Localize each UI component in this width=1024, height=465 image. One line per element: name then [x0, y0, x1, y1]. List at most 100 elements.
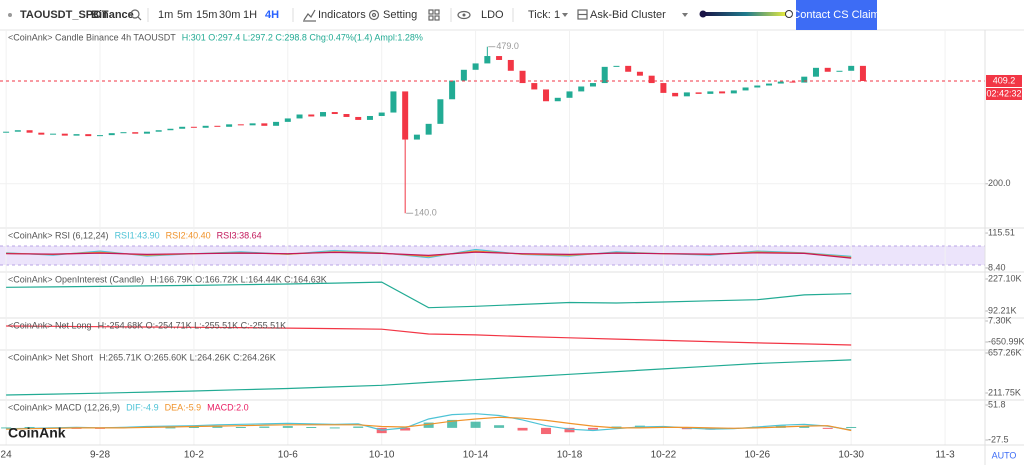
candle-body	[85, 134, 92, 137]
candle-body	[730, 90, 737, 94]
candle-body	[179, 126, 186, 129]
macd-bar	[24, 426, 35, 428]
candle-body	[460, 69, 467, 81]
dropdown-arrow[interactable]	[562, 13, 568, 17]
candle-body	[742, 87, 749, 91]
countdown: 02:42:32	[986, 88, 1021, 98]
candle-body	[824, 67, 831, 72]
candle-body	[26, 130, 33, 133]
candle-body	[14, 130, 21, 132]
candle-body	[437, 99, 444, 124]
candle-body	[331, 112, 338, 115]
symbol[interactable]: TAOUSDT_SPOT	[20, 9, 109, 21]
extreme-label: 140.0	[414, 208, 437, 218]
candle-body	[378, 112, 385, 116]
macd-bar	[306, 426, 317, 428]
slider-handle[interactable]	[699, 10, 707, 18]
candle-body	[683, 92, 690, 97]
interval-button[interactable]: 4H	[265, 9, 279, 21]
macd-bar	[681, 427, 692, 430]
x-tick-label: 10-18	[557, 450, 583, 461]
candle-body	[672, 92, 679, 97]
macd-bar	[188, 426, 199, 428]
cluster-button[interactable]: Ask-Bid Cluster	[590, 9, 666, 21]
candle-body	[402, 91, 409, 140]
candle-body	[249, 123, 256, 126]
candle-body	[284, 118, 291, 122]
tick-label: Tick:	[528, 9, 551, 21]
candle-body	[155, 130, 162, 132]
dropdown-arrow[interactable]	[682, 13, 688, 17]
candle-body	[531, 83, 538, 90]
macd-bar	[541, 427, 552, 435]
macd-bar	[447, 419, 458, 428]
candle-body	[566, 91, 573, 98]
cta-button[interactable]	[796, 0, 877, 30]
macd-bar	[212, 426, 223, 428]
interval-button[interactable]: 1m	[158, 9, 173, 21]
candle-body	[719, 91, 726, 94]
candle-body	[237, 124, 244, 126]
candle-body	[38, 132, 45, 135]
tick-value[interactable]: 1	[554, 9, 560, 21]
macd-bar	[282, 426, 293, 428]
watermark: CoinAnk	[8, 425, 66, 441]
macd-bar	[564, 427, 575, 433]
macd-bar	[470, 421, 481, 428]
indicators-icon[interactable]	[303, 9, 316, 22]
setting-icon[interactable]	[368, 9, 380, 21]
candle-body	[812, 67, 819, 77]
eye-icon[interactable]	[457, 10, 471, 20]
interval-button[interactable]: 5m	[177, 9, 192, 21]
x-tick-label: 10-2	[184, 450, 204, 461]
candle-body	[707, 91, 714, 94]
x-tick-label: 10-10	[369, 450, 395, 461]
candle-body	[519, 70, 526, 84]
layout-icon[interactable]	[428, 9, 440, 21]
pair[interactable]: LDO	[481, 9, 504, 21]
auto-scale-button[interactable]: AUTO	[992, 450, 1017, 460]
menu-dot[interactable]	[8, 13, 12, 17]
macd-bar	[517, 427, 528, 431]
interval-button[interactable]: 15m	[196, 9, 217, 21]
candle-body	[601, 66, 608, 84]
slider-handle[interactable]	[785, 10, 793, 18]
candle-body	[543, 89, 550, 102]
series-line	[6, 281, 852, 309]
candle-body	[296, 114, 303, 119]
interval-button[interactable]: 30m	[219, 9, 240, 21]
legend-values: MACD:2.0	[207, 402, 249, 412]
chart-area: 200.0 479.0 140.0 409.2 02:42:32 24 9-28 10-2 10…	[0, 30, 1024, 461]
y-tick-label: 7.30K	[988, 315, 1012, 325]
cta-label[interactable]: Contact CS Claim	[792, 9, 879, 21]
interval-button[interactable]: 1H	[243, 9, 257, 21]
cluster-icon[interactable]	[577, 9, 588, 20]
y-tick-label: 51.8	[988, 399, 1006, 409]
macd-bar	[235, 426, 246, 428]
candle-body	[273, 121, 280, 126]
candle-body	[848, 65, 855, 71]
search-icon[interactable]	[130, 9, 142, 21]
candle-body	[97, 135, 104, 137]
rsi-band	[0, 246, 985, 265]
macd-bar	[611, 426, 622, 428]
candle-body	[320, 112, 327, 117]
candle-body	[507, 59, 514, 71]
indicators-button[interactable]: Indicators	[318, 9, 366, 21]
candle-body	[578, 86, 585, 92]
candle-body	[859, 65, 866, 81]
legend-item: RSI3:38.64	[217, 230, 262, 240]
extreme-label: 479.0	[496, 41, 519, 51]
legend-values: H:265.71K O:265.60K L:264.26K C:264.26K	[99, 352, 276, 362]
setting-button[interactable]: Setting	[383, 9, 417, 21]
macd-bar	[822, 427, 833, 429]
exchange[interactable]: Binance	[91, 9, 134, 21]
x-tick-label: 10-14	[463, 450, 489, 461]
series-line	[6, 359, 852, 396]
series-line	[6, 413, 852, 432]
candle-body	[648, 75, 655, 84]
candle-body	[449, 80, 456, 100]
heat-slider[interactable]	[703, 12, 789, 16]
y-tick-label: 211.75K	[988, 387, 1021, 397]
candle-body	[496, 56, 503, 60]
